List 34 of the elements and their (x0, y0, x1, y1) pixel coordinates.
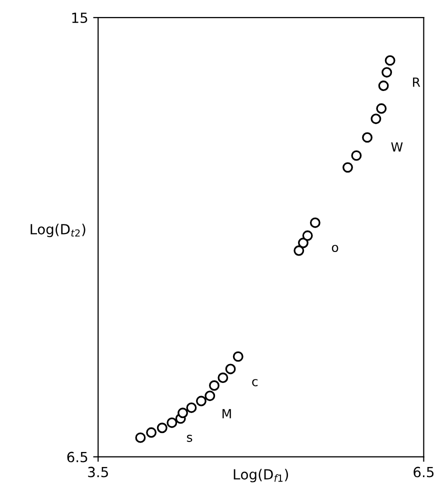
point (196, 396, 206, 406)
point (156, 422, 168, 434)
point (178, 408, 188, 418)
point (209, 380, 220, 391)
point (225, 364, 236, 374)
series-label: o (332, 244, 338, 252)
point (218, 372, 228, 383)
series-label: M (222, 409, 231, 418)
point (146, 427, 157, 438)
point (351, 150, 362, 161)
point (310, 218, 320, 228)
point (298, 238, 308, 248)
point (370, 114, 382, 124)
point (204, 390, 216, 402)
x-axis-title: Log(D$_{f1}$) (234, 468, 288, 482)
point (232, 351, 244, 362)
point (378, 80, 389, 92)
point (382, 67, 392, 78)
series-label: c (252, 379, 258, 386)
series-label: R (413, 78, 420, 87)
y-tick-label: 15 (72, 12, 88, 24)
x-tick-label: 3.5 (88, 466, 108, 478)
series-label: W (391, 142, 403, 152)
point (135, 432, 146, 443)
series-label: s (186, 434, 192, 442)
point (342, 162, 353, 173)
point (376, 103, 387, 114)
point (384, 55, 396, 66)
y-axis-title: Log(D$_{t2}$) (30, 224, 86, 238)
point (362, 132, 372, 143)
point (294, 245, 304, 256)
point (166, 417, 178, 428)
point (186, 402, 197, 413)
point (302, 230, 313, 241)
